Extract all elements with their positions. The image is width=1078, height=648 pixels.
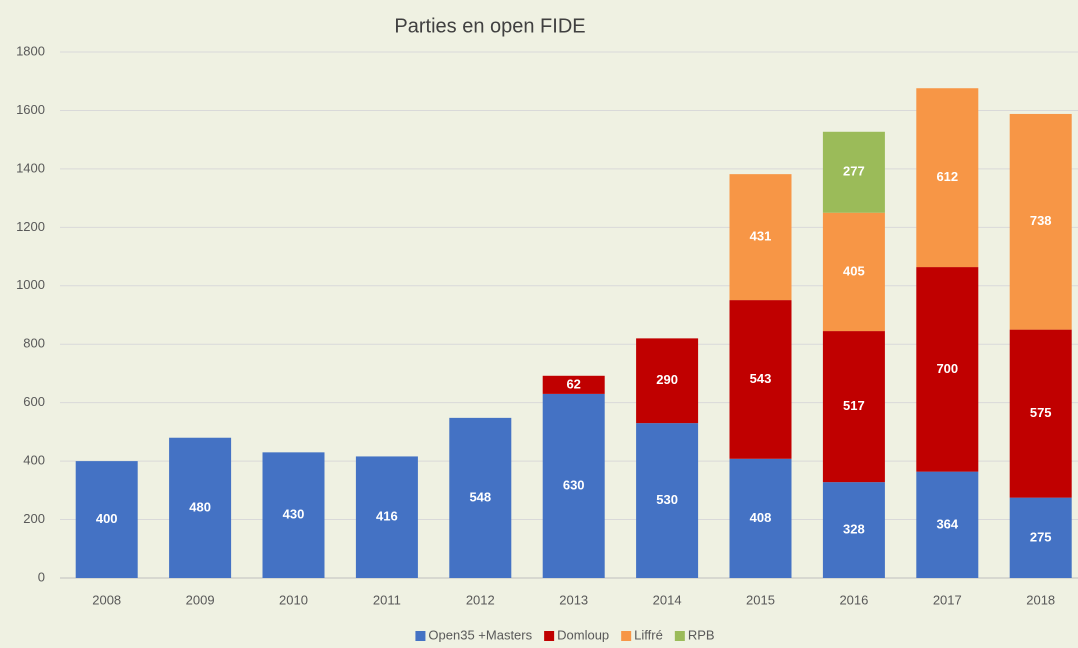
data-label: 700 [936, 361, 958, 376]
legend-label: Domloup [557, 627, 609, 642]
legend-swatch [621, 631, 632, 641]
data-label: 400 [96, 511, 118, 526]
x-tick-label: 2010 [279, 592, 308, 607]
bar-segment [75, 461, 138, 578]
data-label: 416 [376, 509, 398, 524]
y-tick-label: 800 [23, 336, 45, 351]
x-tick-label: 2012 [466, 592, 495, 607]
bar-segment [729, 174, 792, 301]
bar-segment [1009, 329, 1072, 498]
y-tick-label: 1000 [16, 277, 45, 292]
data-label: 364 [936, 516, 958, 531]
data-label: 630 [563, 477, 585, 492]
bar-segment [822, 331, 885, 483]
data-label: 530 [656, 492, 678, 507]
data-label: 738 [1030, 213, 1052, 228]
y-tick-label: 1600 [16, 102, 45, 117]
data-label: 290 [656, 372, 678, 387]
legend-label: RPB [688, 627, 715, 642]
x-tick-label: 2014 [653, 592, 682, 607]
y-tick-label: 0 [38, 569, 45, 584]
bar-segment [1009, 113, 1072, 330]
bar-segment [822, 212, 885, 332]
legend-swatch [674, 631, 685, 641]
data-label: 480 [189, 499, 211, 514]
bar-segment [916, 471, 979, 578]
bar-segment [822, 131, 885, 213]
data-label: 517 [843, 398, 865, 413]
data-label: 62 [566, 376, 580, 391]
legend-swatch [544, 631, 555, 641]
data-label: 431 [750, 229, 772, 244]
bar-segment [169, 437, 232, 578]
y-tick-label: 1800 [16, 43, 45, 58]
y-tick-label: 1400 [16, 160, 45, 175]
bar-segment [636, 423, 699, 578]
bar-segment [916, 88, 979, 268]
x-tick-label: 2015 [746, 592, 775, 607]
legend-label: Open35 +Masters [428, 627, 532, 642]
data-label: 408 [750, 510, 772, 525]
x-tick-label: 2008 [92, 592, 121, 607]
data-label: 405 [843, 263, 865, 278]
bar-segment [916, 267, 979, 472]
x-tick-label: 2013 [559, 592, 588, 607]
y-tick-label: 400 [23, 453, 45, 468]
x-tick-label: 2016 [839, 592, 868, 607]
x-tick-label: 2018 [1026, 592, 1055, 607]
bar-segment [542, 375, 605, 394]
y-tick-label: 200 [23, 511, 45, 526]
data-label: 328 [843, 522, 865, 537]
bar-segment [449, 417, 512, 578]
legend-label: Liffré [634, 627, 663, 642]
data-label: 612 [936, 169, 958, 184]
data-label: 430 [283, 507, 305, 522]
data-label: 275 [1030, 529, 1052, 544]
x-tick-label: 2017 [933, 592, 962, 607]
bar-segment [822, 482, 885, 578]
data-label: 277 [843, 164, 865, 179]
data-label: 543 [750, 371, 772, 386]
bar-segment [542, 393, 605, 578]
data-label: 548 [469, 489, 491, 504]
chart-title: Parties en open FIDE [394, 15, 585, 37]
y-tick-label: 1200 [16, 219, 45, 234]
bar-segment [636, 338, 699, 424]
bar-segment [355, 456, 418, 578]
x-tick-label: 2011 [373, 592, 401, 607]
data-label: 575 [1030, 405, 1052, 420]
x-tick-label: 2009 [186, 592, 215, 607]
bar-segment [1009, 497, 1072, 578]
legend-swatch [415, 631, 426, 641]
y-tick-label: 600 [23, 394, 45, 409]
bar-segment [729, 300, 792, 459]
bar-segment [729, 458, 792, 578]
bar-segment [262, 452, 325, 578]
